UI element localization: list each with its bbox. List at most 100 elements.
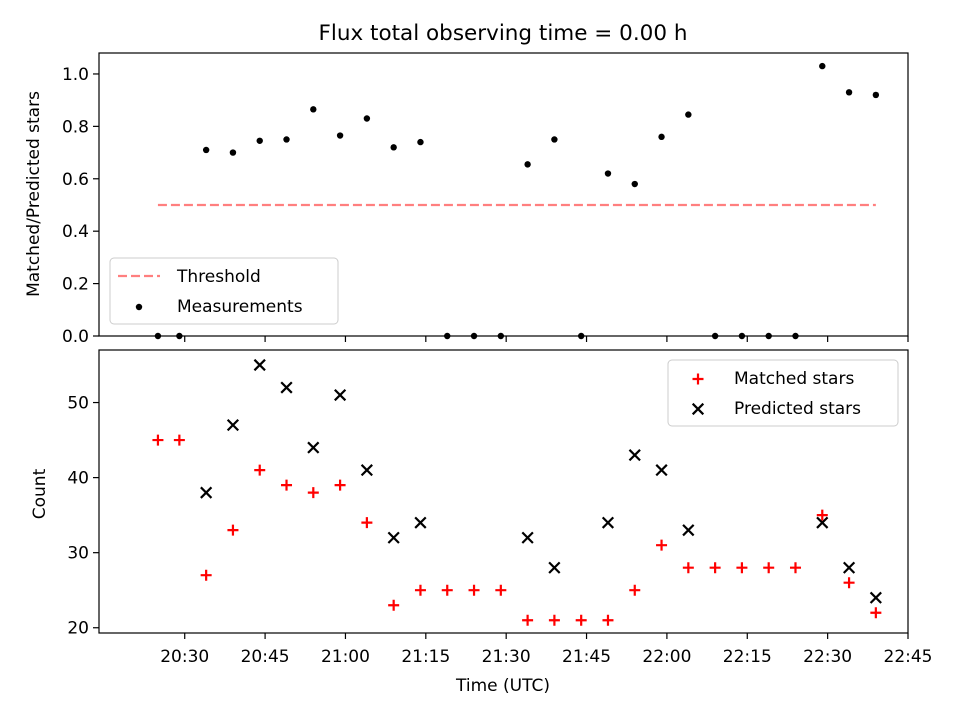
- x-tick-label: 21:15: [401, 647, 450, 667]
- measurement-point: [685, 111, 692, 118]
- x-tick-label: 20:30: [160, 647, 209, 667]
- matched-star-point: [441, 584, 453, 596]
- measurement-point: [283, 136, 290, 143]
- legend-predicted-label: Predicted stars: [734, 399, 861, 419]
- x-tick-label: 21:00: [321, 647, 370, 667]
- legend-matched-label: Matched stars: [734, 369, 854, 389]
- predicted-star-point: [226, 418, 240, 432]
- matched-star-point: [173, 434, 185, 446]
- measurement-point: [417, 138, 424, 146]
- predicted-star-point: [842, 561, 856, 574]
- matched-star-point: [548, 614, 560, 626]
- matched-star-point: [152, 434, 164, 446]
- predicted-star-point: [387, 531, 400, 544]
- matched-star-point: [200, 569, 212, 581]
- predicted-star-point: [414, 516, 427, 529]
- matched-star-point: [682, 562, 694, 574]
- matched-star-point: [388, 599, 400, 611]
- predicted-star-point: [307, 441, 320, 454]
- matched-star-point: [495, 584, 507, 596]
- bottom-plot-frame: [98, 349, 909, 634]
- top-y-tick-label: 0.6: [62, 170, 89, 190]
- predicted-star-point: [253, 358, 266, 372]
- predicted-star-point: [334, 388, 347, 402]
- matched-star-point: [227, 524, 239, 536]
- legend-measurements-label: Measurements: [177, 297, 303, 317]
- measurement-point: [336, 132, 344, 139]
- bottom-y-tick-label: 20: [67, 619, 89, 639]
- matched-star-point: [361, 517, 373, 529]
- predicted-star-point: [521, 531, 534, 544]
- top-y-tick-label: 0.8: [62, 117, 89, 137]
- matched-star-point: [629, 584, 641, 596]
- measurement-point: [604, 170, 612, 177]
- matched-star-point: [816, 509, 828, 521]
- measurement-point: [819, 62, 826, 70]
- predicted-star-point: [816, 516, 829, 529]
- x-tick-label: 21:30: [482, 647, 531, 667]
- measurement-point: [229, 149, 237, 156]
- matched-star-point: [789, 562, 801, 574]
- legend-measurements-swatch: [135, 303, 143, 311]
- measurement-point: [363, 115, 371, 122]
- top-plot: 0.0 0.2 0.4 0.6 0.8 1.0 Threshold Measurements: [62, 52, 909, 347]
- measurement-point: [872, 91, 880, 99]
- matched-star-point: [843, 577, 855, 589]
- matched-star-point: [870, 607, 882, 619]
- top-legend-box: [109, 257, 339, 325]
- matched-star-point: [414, 584, 426, 596]
- bottom-y-tick-label: 30: [67, 544, 89, 564]
- predicted-star-point: [601, 516, 615, 529]
- predicted-star-point: [548, 561, 561, 574]
- x-tick-label: 22:15: [723, 647, 772, 667]
- predicted-star-point: [869, 591, 882, 604]
- matched-star-point: [602, 614, 614, 626]
- predicted-star-point: [682, 524, 695, 537]
- top-legend: Threshold Measurements: [109, 257, 339, 325]
- bottom-legend: Matched stars Predicted stars: [667, 359, 899, 427]
- measurement-point: [551, 136, 558, 143]
- legend-predicted-swatch: [691, 402, 705, 416]
- matched-star-point: [254, 464, 266, 476]
- x-tick-label: 21:45: [562, 647, 611, 667]
- legend-threshold-label: Threshold: [176, 267, 261, 287]
- matched-star-point: [307, 487, 319, 499]
- measurement-point: [310, 106, 317, 113]
- matched-star-point: [656, 539, 668, 551]
- matched-star-point: [575, 614, 587, 626]
- matched-star-point: [736, 562, 748, 574]
- top-y-axis-label: Matched/Predicted stars: [24, 91, 44, 297]
- top-y-tick-label: 0.0: [62, 327, 89, 347]
- measurement-point: [524, 161, 531, 168]
- measurement-point: [631, 180, 638, 188]
- predicted-star-point: [280, 381, 293, 394]
- top-y-tick-label: 0.4: [62, 222, 89, 242]
- matched-star-point: [522, 614, 534, 626]
- measurement-point: [390, 144, 397, 151]
- top-y-tick-label: 0.2: [62, 275, 89, 295]
- matched-star-point: [709, 562, 721, 574]
- measurement-point: [845, 89, 853, 96]
- top-y-tick-label: 1.0: [62, 65, 89, 85]
- bottom-plot: 20 30 40 50 20:30 20:45 21:00 21:15 21:30 21:45 22…: [67, 349, 933, 667]
- bottom-legend-box: [667, 359, 899, 427]
- measurement-point: [658, 133, 665, 141]
- matched-star-point: [763, 562, 775, 574]
- x-tick-label: 20:45: [241, 647, 290, 667]
- matched-star-point: [468, 584, 480, 596]
- bottom-y-axis-label: Count: [30, 468, 50, 519]
- x-axis-label: Time (UTC): [455, 676, 550, 696]
- bottom-y-tick-label: 50: [67, 394, 89, 414]
- bottom-y-tick-label: 40: [67, 469, 89, 489]
- x-tick-label: 22:00: [642, 647, 691, 667]
- x-tick-label: 22:30: [803, 647, 852, 667]
- matched-star-point: [281, 479, 293, 491]
- matched-star-point: [334, 479, 346, 491]
- predicted-star-point: [628, 449, 641, 462]
- top-plot-frame: [98, 52, 909, 337]
- measurement-point: [202, 146, 210, 154]
- predicted-star-point: [360, 464, 373, 477]
- x-tick-label: 22:45: [884, 647, 933, 667]
- predicted-star-point: [655, 464, 668, 477]
